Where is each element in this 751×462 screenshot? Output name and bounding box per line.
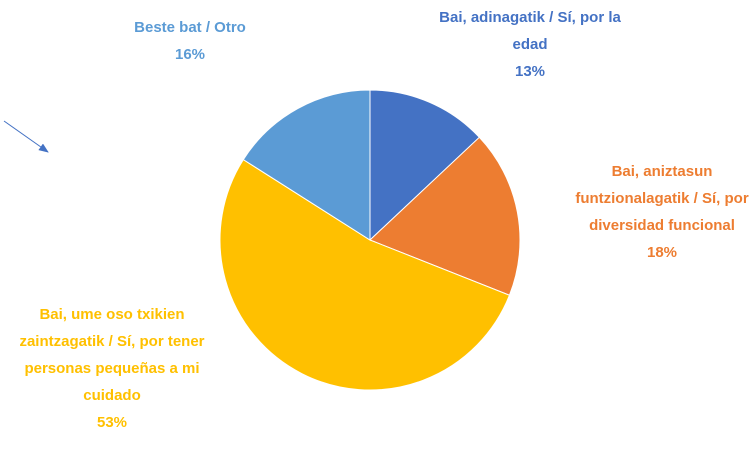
category-label: Beste bat / Otro [134,19,246,36]
value-label: 16% [174,46,206,63]
pie-slice [369,89,481,242]
pie-slice [242,89,371,241]
slice-label: Beste bat / Otro 16% [80,14,300,68]
slice-label: Bai, adinagatik / Sí, por la edad 13% [428,4,633,85]
category-label: Bai, adinagatik / Sí, por la edad [439,9,621,53]
value-label: 13% [514,63,546,80]
pie-slice [369,136,521,296]
arrow [3,120,49,153]
slice-label: Bai, ume oso txikien zaintzagatik / Sí, … [14,301,210,436]
value-label: 18% [646,244,678,261]
category-label: Bai, aniztasun funtzionalagatik / Sí, po… [575,163,749,234]
category-label: Bai, ume oso txikien zaintzagatik / Sí, … [19,306,205,404]
slice-label: Bai, aniztasun funtzionalagatik / Sí, po… [572,158,751,266]
pie-slice [219,158,511,391]
value-label: 53% [96,414,128,431]
